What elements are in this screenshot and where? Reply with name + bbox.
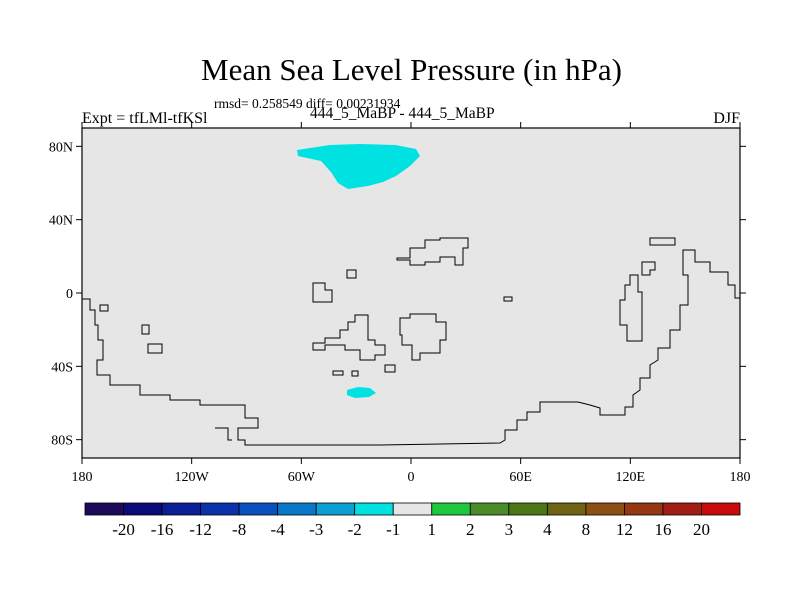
contour-small-1 xyxy=(346,269,357,279)
lon-tick-label-3: 0 xyxy=(408,470,415,485)
lon-tick-label-2: 60W xyxy=(288,470,316,485)
colorbar-label-9: 2 xyxy=(466,520,475,539)
colorbar-label-7: -1 xyxy=(386,520,400,539)
lon-tick-label-6: 180 xyxy=(730,470,751,485)
colorbar-swatch-13 xyxy=(585,502,625,516)
latitude-axis: 80N 40N 0 40S 80S xyxy=(49,140,746,449)
colorbar-swatch-2 xyxy=(161,502,201,516)
contour-indonesia xyxy=(619,274,643,342)
stats-text: rmsd= 0.258549 diff= 0.00231934 xyxy=(214,96,401,111)
lat-tick-label-1: 40N xyxy=(49,214,73,229)
plot-title: Mean Sea Level Pressure (in hPa) xyxy=(201,52,622,87)
map-background xyxy=(82,128,740,458)
colorbar-label-1: -16 xyxy=(151,520,174,539)
colorbar-label-13: 12 xyxy=(616,520,633,539)
colorbar-label-6: -2 xyxy=(348,520,362,539)
colorbar-swatch-6 xyxy=(315,502,356,516)
season-label: DJF xyxy=(713,110,740,127)
colorbar-swatch-9 xyxy=(431,502,471,516)
contour-island-a xyxy=(141,324,150,335)
colorbar-swatch-7 xyxy=(354,502,394,516)
lat-tick-label-0: 80N xyxy=(49,140,73,155)
colorbar-label-12: 8 xyxy=(582,520,591,539)
colorbar-label-14: 16 xyxy=(654,520,671,539)
lon-tick-label-0: 180 xyxy=(72,470,93,485)
lon-tick-label-4: 60E xyxy=(509,470,532,485)
longitude-axis: 180 120W 60W 0 60E 120E 180 xyxy=(72,122,751,485)
contour-atlantic-tropics xyxy=(312,314,386,361)
colorbar-label-4: -4 xyxy=(271,520,286,539)
colorbar-swatch-16 xyxy=(701,502,741,516)
colorbar-swatch-1 xyxy=(123,502,163,516)
colorbar-label-5: -3 xyxy=(309,520,323,539)
contour-small-5 xyxy=(503,296,513,302)
lon-tick-label-1: 120W xyxy=(175,470,210,485)
colorbar-swatch-5 xyxy=(277,502,317,516)
lat-tick-label-3: 40S xyxy=(51,360,73,375)
contour-indochina xyxy=(641,261,656,276)
lon-tick-label-5: 120E xyxy=(616,470,646,485)
colorbar-label-10: 3 xyxy=(505,520,514,539)
colorbar-label-3: -8 xyxy=(232,520,246,539)
colorbar-swatch-0 xyxy=(84,502,124,516)
colorbar-label-15: 20 xyxy=(693,520,710,539)
contour-central-pacific xyxy=(312,282,333,303)
colorbar-label-11: 4 xyxy=(543,520,552,539)
colorbar-swatch-8 xyxy=(392,502,433,516)
contour-small-3 xyxy=(351,370,359,377)
arctic-anomaly-region xyxy=(297,144,420,189)
southern-ocean-anomaly-region xyxy=(347,387,376,398)
lat-tick-label-2: 0 xyxy=(66,287,73,302)
case-subtitle: 444_5_MaBP - 444_5_MaBP xyxy=(310,105,495,122)
contour-small-4 xyxy=(384,364,396,373)
colorbar-label-2: -12 xyxy=(189,520,212,539)
experiment-label: Expt = tfLMl-tfKSl xyxy=(82,110,208,127)
contour-africa-west xyxy=(399,313,447,361)
colorbar-swatch-3 xyxy=(200,502,240,516)
contour-japan xyxy=(649,237,676,246)
colorbar-label-8: 1 xyxy=(428,520,437,539)
colorbar-swatch-10 xyxy=(469,502,510,516)
colorbar-swatch-12 xyxy=(546,502,587,516)
colorbar-swatch-14 xyxy=(624,502,664,516)
colorbar-swatch-15 xyxy=(662,502,702,516)
contour-small-2 xyxy=(332,370,344,376)
colorbar-swatch-11 xyxy=(508,502,548,516)
colorbar-label-0: -20 xyxy=(112,520,135,539)
contour-north-africa xyxy=(396,237,469,266)
contour-small-island xyxy=(99,304,109,312)
contour-island-b xyxy=(147,343,163,354)
lat-tick-label-4: 80S xyxy=(51,434,73,449)
coastline-contours xyxy=(82,237,740,446)
colorbar: -20 -16 -12 -8 -4 -3 -2 -1 1 2 3 4 8 12 16 20 xyxy=(84,502,741,539)
colorbar-swatch-4 xyxy=(238,502,279,516)
contour-south-america-edge xyxy=(215,427,232,441)
contour-west-pacific xyxy=(82,249,740,446)
